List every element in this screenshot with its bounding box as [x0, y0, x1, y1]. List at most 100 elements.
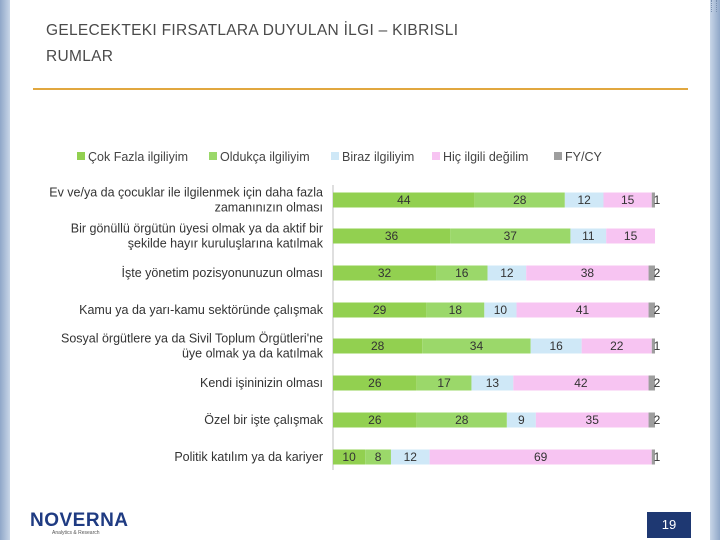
bar-segment-row-5-series-1: [416, 375, 472, 391]
category-label-7-line-0: Politik katılım ya da kariyer: [174, 450, 323, 464]
data-label-row-6-series-2: 9: [518, 413, 525, 427]
data-label-row-2-series-3: 38: [581, 266, 595, 280]
data-label-row-3-series-1: 18: [449, 303, 463, 317]
bar-segment-row-2-series-0: [333, 265, 437, 281]
bar-segment-row-4-series-2: [530, 338, 582, 354]
bar-segment-row-5-series-4: [648, 375, 655, 391]
legend-swatch-oldukca: [209, 152, 217, 160]
data-label-row-5-series-0: 26: [368, 376, 382, 390]
data-label-row-3-series-0: 29: [373, 303, 387, 317]
page-number: 19: [647, 512, 691, 538]
data-label-row-0-series-3: 15: [621, 193, 635, 207]
legend-label-biraz: Biraz ilgiliyim: [342, 150, 415, 164]
data-label-row-6-series-4: 2: [654, 413, 661, 427]
bar-segment-row-4-series-1: [422, 338, 531, 354]
category-label-0-line-0: Ev ve/ya da çocuklar ile ilgilenmek için…: [49, 186, 323, 200]
bar-segment-row-3-series-1: [426, 302, 485, 318]
legend-swatch-cok-fazla: [77, 152, 85, 160]
slide-frame-right: [710, 0, 720, 540]
data-label-row-5-series-4: 2: [654, 376, 661, 390]
category-label-0-line-1: zamanınızın olması: [215, 201, 323, 215]
data-label-row-2-series-4: 2: [654, 266, 661, 280]
data-label-row-6-series-1: 28: [455, 413, 469, 427]
bar-segment-row-6-series-1: [416, 412, 507, 428]
category-label-1-line-1: şekilde hayır kuruluşlarına katılmak: [128, 237, 324, 251]
data-label-row-7-series-2: 12: [404, 450, 418, 464]
bar-segment-row-7-series-2: [390, 449, 430, 465]
bar-segment-row-0-series-0: [333, 192, 475, 208]
category-label-2-line-0: İşte yönetim pozisyonunuzun olması: [122, 266, 324, 280]
data-label-row-6-series-0: 26: [368, 413, 382, 427]
data-label-row-2-series-2: 12: [500, 266, 514, 280]
bar-segment-row-6-series-3: [535, 412, 649, 428]
legend-label-hic: Hiç ilgili değilim: [443, 150, 529, 164]
legend-item-cok-fazla: Çok Fazla ilgiliyim: [77, 150, 188, 164]
bar-segment-row-2-series-4: [648, 265, 655, 281]
bar-segment-row-1-series-3: [606, 228, 655, 244]
bar-segment-row-3-series-0: [333, 302, 427, 318]
bar-segment-row-5-series-2: [471, 375, 514, 391]
data-label-row-4-series-0: 28: [371, 339, 385, 353]
data-label-row-7-series-3: 69: [534, 450, 548, 464]
legend-swatch-hic: [432, 152, 440, 160]
bar-segment-row-0-series-1: [474, 192, 565, 208]
logo-subtitle: Analytics & Research: [52, 530, 100, 536]
data-label-row-1-series-0: 36: [385, 229, 399, 243]
data-label-row-1-series-3: 15: [624, 229, 638, 243]
bar-segment-row-3-series-4: [648, 302, 655, 318]
data-label-row-7-series-4: 1: [654, 450, 661, 464]
noverna-logo: NOVERNA Analytics & Research: [30, 510, 129, 538]
logo-wordmark: NOVERNA: [30, 510, 129, 531]
data-label-row-5-series-1: 17: [437, 376, 451, 390]
bar-segment-row-3-series-3: [516, 302, 649, 318]
bar-segment-row-2-series-3: [526, 265, 649, 281]
bar-segment-row-1-series-1: [450, 228, 571, 244]
legend-item-biraz: Biraz ilgiliyim: [331, 150, 414, 164]
category-label-6-line-0: Özel bir işte çalışmak: [204, 413, 324, 427]
legend-item-fycy: FY/CY: [554, 150, 602, 164]
category-label-4-line-0: Sosyal örgütlere ya da Sivil Toplum Örgü…: [61, 332, 323, 346]
bar-segment-row-4-series-0: [333, 338, 423, 354]
data-label-row-4-series-2: 16: [549, 339, 563, 353]
bar-segment-row-7-series-4: [651, 449, 655, 465]
legend-label-oldukca: Oldukça ilgiliyim: [220, 150, 310, 164]
bar-segment-row-5-series-3: [513, 375, 649, 391]
legend-swatch-biraz: [331, 152, 339, 160]
data-label-row-6-series-3: 35: [586, 413, 600, 427]
bar-segment-row-7-series-3: [429, 449, 652, 465]
data-label-row-2-series-0: 32: [378, 266, 392, 280]
data-label-row-5-series-2: 13: [486, 376, 500, 390]
bar-segment-row-6-series-2: [506, 412, 536, 428]
category-label-4-line-1: üye olmak ya da katılmak: [182, 347, 324, 361]
bar-segment-row-2-series-2: [487, 265, 527, 281]
legend-swatch-fycy: [554, 152, 562, 160]
data-label-row-0-series-4: 1: [654, 193, 661, 207]
data-label-row-4-series-4: 1: [654, 339, 661, 353]
data-label-row-7-series-0: 10: [342, 450, 356, 464]
data-label-row-1-series-2: 11: [582, 229, 595, 243]
bar-segment-row-0-series-3: [603, 192, 652, 208]
data-label-row-4-series-1: 34: [470, 339, 484, 353]
data-label-row-3-series-3: 41: [576, 303, 590, 317]
data-label-row-2-series-1: 16: [455, 266, 469, 280]
data-label-row-3-series-4: 2: [654, 303, 661, 317]
bar-segment-row-1-series-2: [570, 228, 607, 244]
slide-title: GELECEKTEKI FIRSATLARA DUYULAN İLGI – KI…: [46, 18, 666, 70]
bar-segment-row-1-series-0: [333, 228, 451, 244]
slide-title-line-1: GELECEKTEKI FIRSATLARA DUYULAN İLGI – KI…: [46, 22, 459, 39]
legend-label-fycy: FY/CY: [565, 150, 602, 164]
data-label-row-1-series-1: 37: [504, 229, 518, 243]
legend-item-oldukca: Oldukça ilgiliyim: [209, 150, 310, 164]
data-label-row-3-series-2: 10: [494, 303, 508, 317]
data-label-row-5-series-3: 42: [574, 376, 588, 390]
bar-segment-row-5-series-0: [333, 375, 417, 391]
bar-segment-row-4-series-3: [581, 338, 652, 354]
bar-segment-row-3-series-2: [484, 302, 517, 318]
slide-frame-left: [0, 0, 10, 540]
legend-label-cok-fazla: Çok Fazla ilgiliyim: [88, 150, 189, 164]
bar-segment-row-4-series-4: [651, 338, 655, 354]
bar-segment-row-0-series-2: [564, 192, 604, 208]
data-label-row-0-series-1: 28: [513, 193, 527, 207]
legend-item-hic: Hiç ilgili değilim: [432, 150, 528, 164]
